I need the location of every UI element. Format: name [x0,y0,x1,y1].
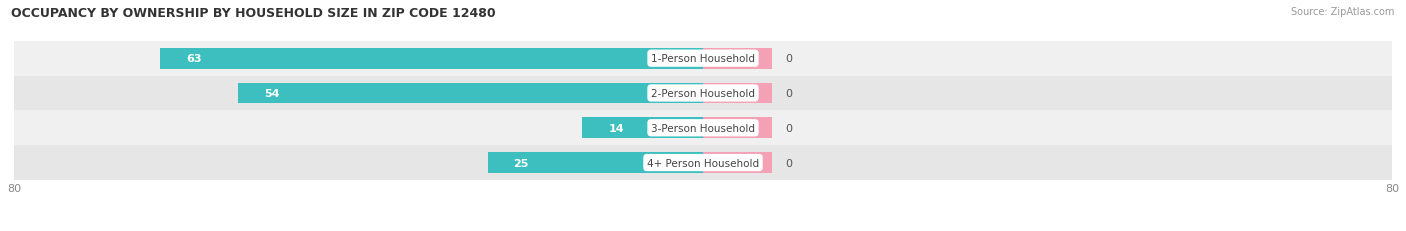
Bar [238,83,703,104]
Text: Source: ZipAtlas.com: Source: ZipAtlas.com [1291,7,1395,17]
Text: 25: 25 [513,158,529,168]
Text: OCCUPANCY BY OWNERSHIP BY HOUSEHOLD SIZE IN ZIP CODE 12480: OCCUPANCY BY OWNERSHIP BY HOUSEHOLD SIZE… [11,7,496,20]
Text: 0: 0 [785,54,792,64]
Bar [703,152,772,173]
Text: 0: 0 [785,88,792,99]
Bar [703,83,772,104]
Text: 0: 0 [785,158,792,168]
Bar [160,49,703,69]
Text: 14: 14 [609,123,624,133]
Bar [703,118,772,139]
Bar [582,118,703,139]
Bar [14,42,1392,76]
Text: 3-Person Household: 3-Person Household [651,123,755,133]
Text: 2-Person Household: 2-Person Household [651,88,755,99]
Bar [14,76,1392,111]
Bar [14,111,1392,146]
Bar [14,146,1392,180]
Text: 0: 0 [785,123,792,133]
Bar [703,49,772,69]
Text: 4+ Person Household: 4+ Person Household [647,158,759,168]
Text: 54: 54 [264,88,280,99]
Text: 63: 63 [186,54,202,64]
Text: 1-Person Household: 1-Person Household [651,54,755,64]
Bar [488,152,703,173]
